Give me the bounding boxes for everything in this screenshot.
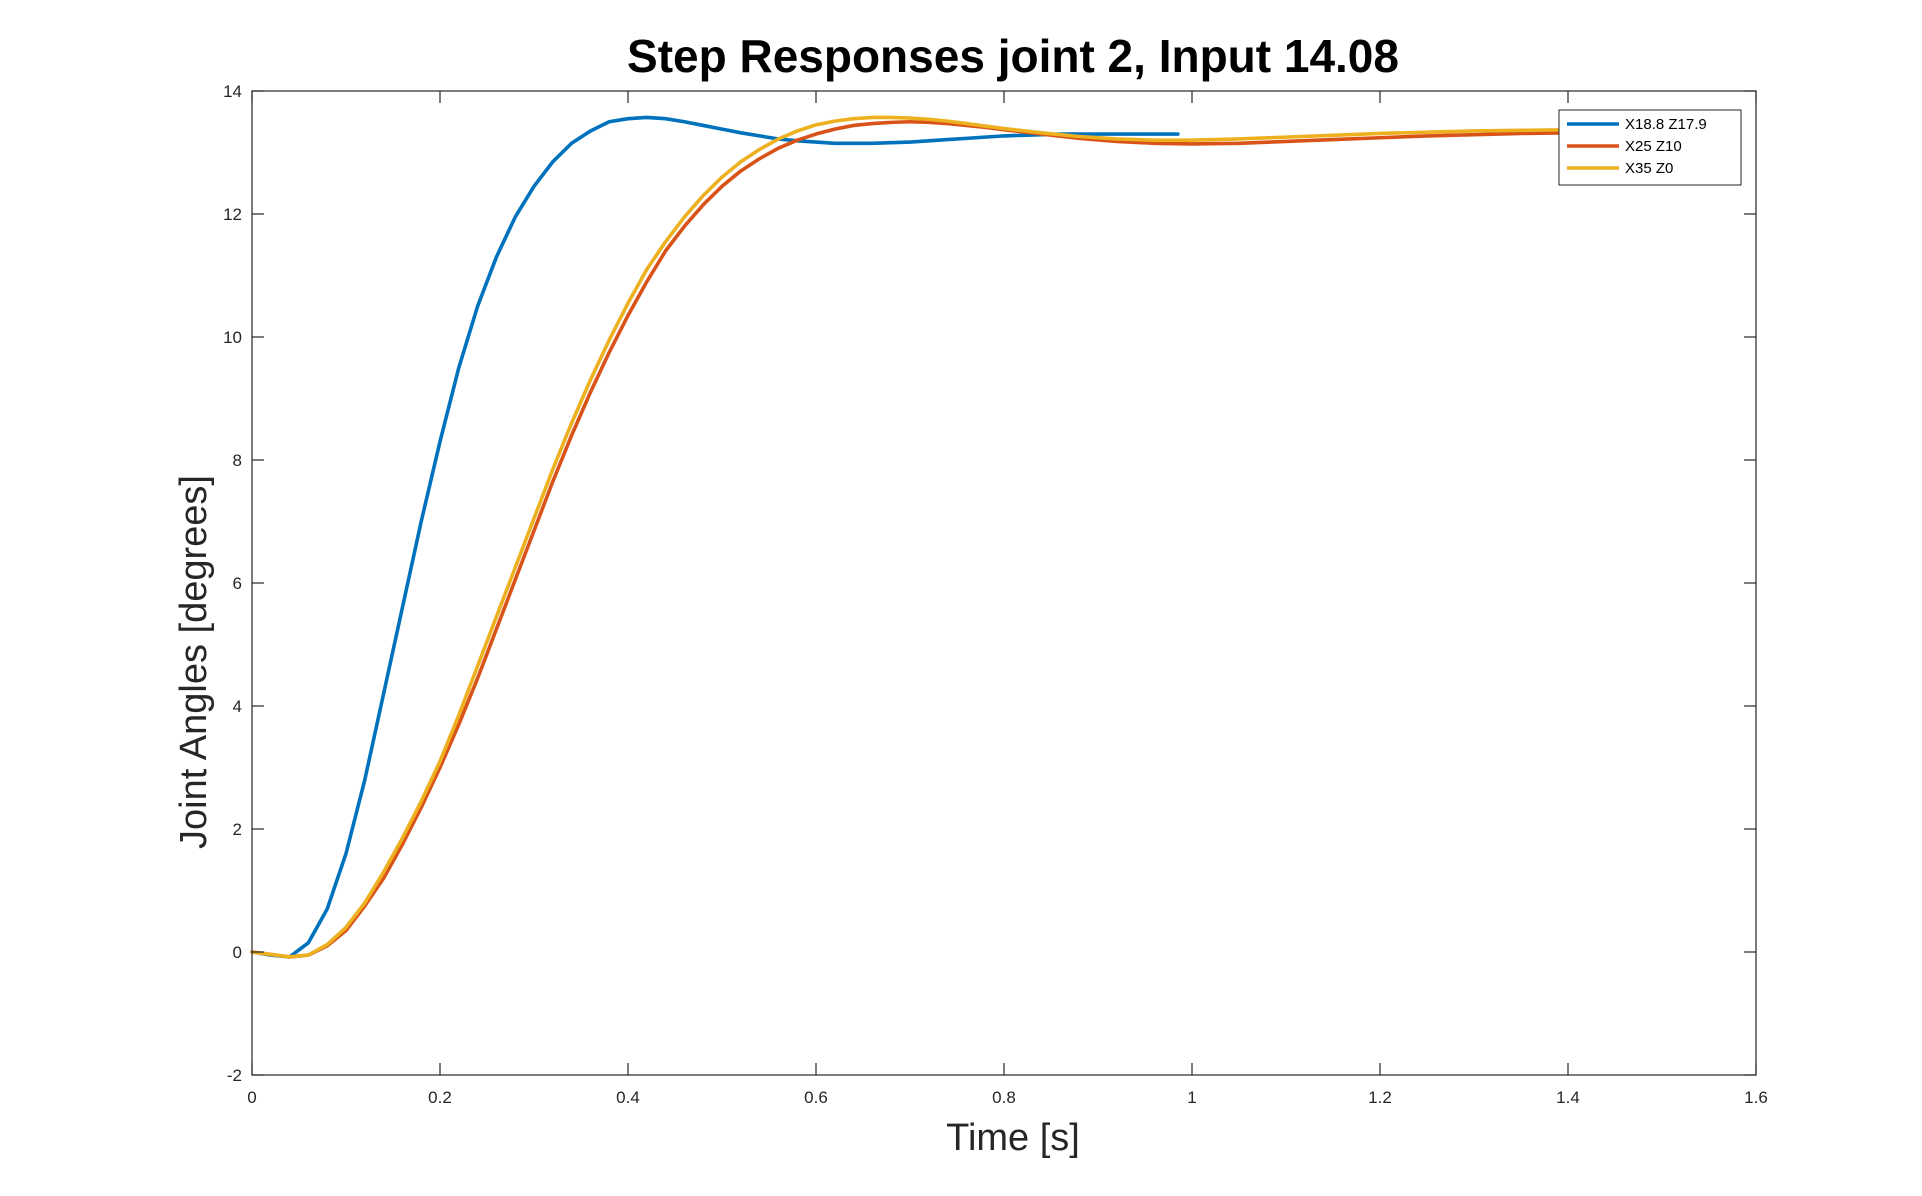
legend-label-2: X25 Z10	[1625, 138, 1682, 155]
x-tick-label: 0.4	[616, 1088, 640, 1107]
y-tick-label: 14	[223, 82, 242, 101]
y-tick-label: 0	[233, 943, 242, 962]
x-tick-label: 1.6	[1744, 1088, 1768, 1107]
series-layer	[250, 115, 1664, 959]
y-tick-label: 6	[233, 574, 242, 593]
series-line-2	[250, 119, 1664, 959]
y-tick-label: 2	[233, 820, 242, 839]
series-line-1	[250, 115, 1180, 959]
x-tick-label: 0.2	[428, 1088, 452, 1107]
x-tick-label: 1	[1187, 1088, 1196, 1107]
y-tick-label: 12	[223, 205, 242, 224]
tick-labels-layer: 0 0.2 0.4 0.6 0.8 1 1.2 1.4 1.6 -2 0 2 4 6 8 10 12 14	[223, 82, 1768, 1107]
legend: X18.8 Z17.9 X25 Z10 X35 Z0	[1558, 109, 1742, 186]
series-line-3	[250, 115, 1664, 959]
legend-label-3: X35 Z0	[1625, 160, 1673, 177]
x-tick-label: 1.4	[1556, 1088, 1580, 1107]
x-tick-label: 0.8	[992, 1088, 1016, 1107]
y-tick-label: 8	[233, 451, 242, 470]
plot-area	[252, 91, 1756, 1075]
chart-title: Step Responses joint 2, Input 14.08	[627, 30, 1399, 82]
x-tick-label: 0	[247, 1088, 256, 1107]
y-tick-label: 4	[233, 697, 242, 716]
legend-label-1: X18.8 Z17.9	[1625, 116, 1707, 133]
x-tick-label: 0.6	[804, 1088, 828, 1107]
y-tick-label: 10	[223, 328, 242, 347]
x-axis-label: Time [s]	[946, 1117, 1080, 1159]
y-tick-label: -2	[227, 1066, 242, 1085]
x-tick-label: 1.2	[1368, 1088, 1392, 1107]
axes-box	[251, 90, 1757, 1076]
y-axis-label: Joint Angles [degrees]	[173, 475, 215, 849]
